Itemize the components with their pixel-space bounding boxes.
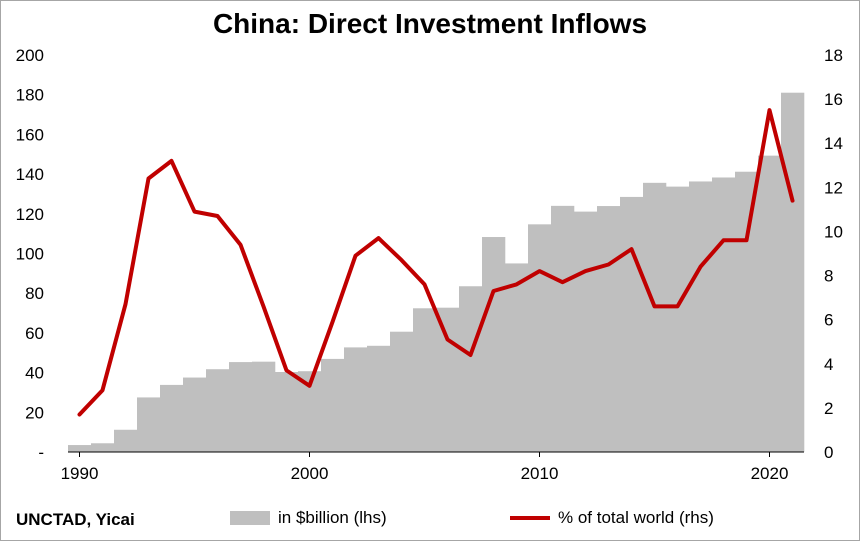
left-tick-label: 160 <box>16 125 44 144</box>
bar-1998 <box>252 361 276 452</box>
bar-2017 <box>689 181 713 452</box>
bar-2015 <box>643 182 667 453</box>
line-series <box>77 108 795 417</box>
x-axis-ticks: 1990 2000 2010 2020 <box>61 452 789 483</box>
right-tick-label: 4 <box>824 355 833 374</box>
x-tick-label: 2020 <box>751 464 789 483</box>
left-tick-label: 20 <box>25 403 44 422</box>
right-tick-label: 0 <box>824 443 833 462</box>
x-tick-label: 2010 <box>521 464 559 483</box>
right-tick-label: 6 <box>824 311 833 330</box>
right-tick-label: 8 <box>824 267 833 286</box>
bar-1992 <box>114 429 138 452</box>
bar-1991 <box>91 443 115 452</box>
bar-2013 <box>597 206 621 452</box>
bar-2014 <box>620 196 644 452</box>
legend-swatch-line <box>510 516 550 520</box>
left-tick-label: 180 <box>16 86 44 105</box>
bar-2011 <box>551 205 575 452</box>
bar-1996 <box>206 369 230 452</box>
legend-item-line: % of total world (rhs) <box>510 508 714 528</box>
legend-swatch-bars <box>230 511 270 525</box>
bar-2021 <box>781 92 805 452</box>
bar-2004 <box>390 331 414 452</box>
right-tick-label: 16 <box>824 90 843 109</box>
bar-2009 <box>505 263 529 452</box>
bar-2008 <box>482 237 506 452</box>
source-note: UNCTAD, Yicai <box>16 510 135 529</box>
right-tick-label: 10 <box>824 222 843 241</box>
right-tick-label: 18 <box>824 46 843 65</box>
chart-title: China: Direct Investment Inflows <box>212 8 648 39</box>
bar-1999 <box>275 372 299 452</box>
right-tick-label: 12 <box>824 178 843 197</box>
bar-2018 <box>712 177 736 453</box>
left-tick-label: - <box>38 443 44 462</box>
right-tick-label: 14 <box>824 134 843 153</box>
left-tick-label: 40 <box>25 364 44 383</box>
left-axis-ticks: - 20 40 60 80 100 120 140 160 180 200 <box>16 46 44 462</box>
bar-2012 <box>574 211 598 452</box>
bar-1995 <box>183 377 207 452</box>
right-axis-ticks: 0 2 4 6 8 10 12 14 16 18 <box>824 46 843 462</box>
bar-2003 <box>367 345 391 452</box>
bar-2006 <box>436 307 460 452</box>
bar-series <box>68 92 805 453</box>
bar-2016 <box>666 186 690 452</box>
bar-2007 <box>459 286 483 452</box>
legend-label-bars: in $billion (lhs) <box>278 508 387 527</box>
right-tick-label: 2 <box>824 399 833 418</box>
x-tick-label: 1990 <box>61 464 99 483</box>
bar-2005 <box>413 308 437 452</box>
bar-1993 <box>137 397 161 452</box>
left-tick-label: 120 <box>16 205 44 224</box>
bar-2000 <box>298 371 322 452</box>
x-tick-label: 2000 <box>291 464 329 483</box>
bar-1994 <box>160 384 184 452</box>
pct-world-line <box>77 108 795 417</box>
left-tick-label: 60 <box>25 324 44 343</box>
left-tick-label: 80 <box>25 284 44 303</box>
bar-1990 <box>68 445 92 452</box>
bar-1997 <box>229 362 253 452</box>
bar-2002 <box>344 347 368 452</box>
left-tick-label: 100 <box>16 245 44 264</box>
bar-2001 <box>321 358 345 452</box>
legend-label-line: % of total world (rhs) <box>558 508 714 527</box>
left-tick-label: 140 <box>16 165 44 184</box>
legend-item-bars: in $billion (lhs) <box>230 508 387 528</box>
left-tick-label: 200 <box>16 46 44 65</box>
bar-2010 <box>528 224 552 452</box>
bar-2019 <box>735 171 759 452</box>
bar-2020 <box>758 155 782 452</box>
